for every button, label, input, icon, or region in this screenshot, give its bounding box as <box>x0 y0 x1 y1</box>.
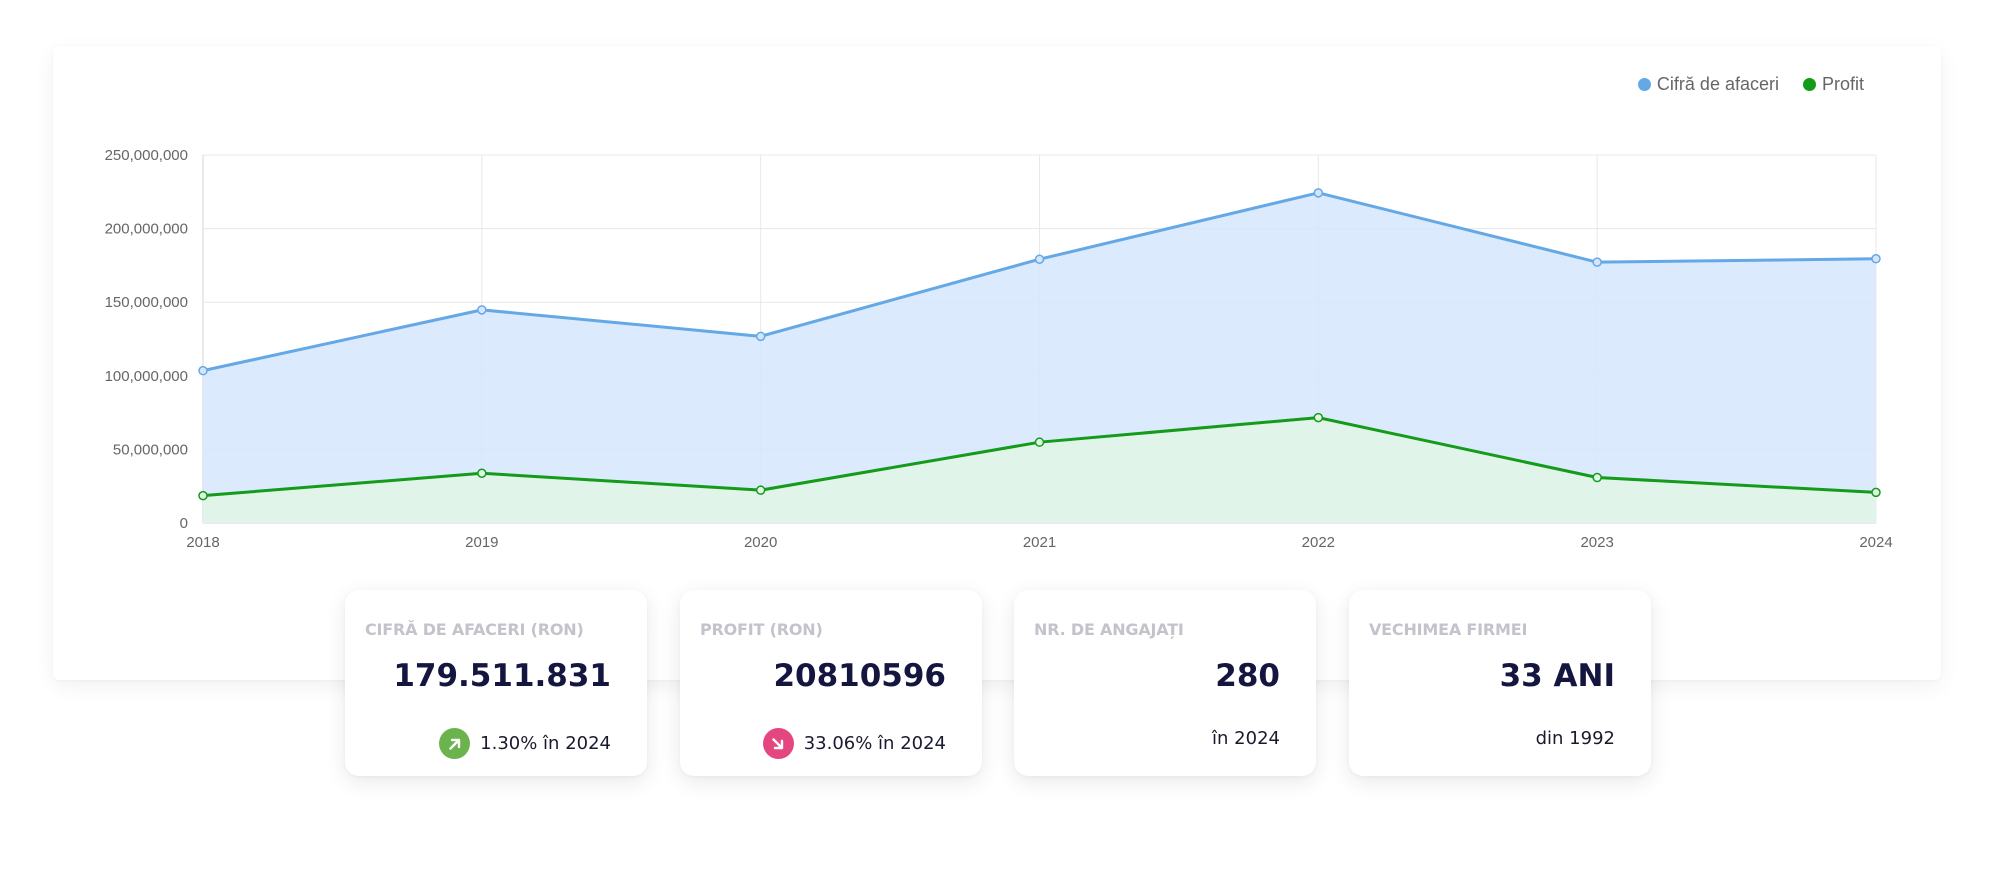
kpi-trend-text-revenue: 1.30% în 2024 <box>480 733 611 754</box>
kpi-label-company-age: VECHIMEA FIRMEI <box>1369 620 1528 639</box>
kpi-value-employees: 280 <box>1215 658 1280 694</box>
kpi-card-profit: PROFIT (RON) 20810596 33.06% în 2024 <box>680 590 982 776</box>
kpi-value-company-age: 33 ANI <box>1499 658 1615 694</box>
y-tick-label: 100,000,000 <box>105 368 188 385</box>
series-area-1 <box>203 417 1876 523</box>
data-point <box>1313 188 1324 198</box>
y-tick-label: 200,000,000 <box>105 221 188 238</box>
x-tick-label: 2021 <box>1023 534 1056 551</box>
data-point <box>198 365 208 376</box>
legend-dot-revenue <box>1637 78 1651 91</box>
kpi-card-revenue: CIFRĂ DE AFACERI (RON) 179.511.831 1.30%… <box>345 590 647 776</box>
y-tick-label: 50,000,000 <box>113 441 188 458</box>
legend-label-profit: Profit <box>1821 74 1864 94</box>
kpi-value-profit: 20810596 <box>773 658 946 694</box>
legend-item-revenue[interactable]: Cifră de afaceri <box>1637 74 1779 95</box>
kpi-card-employees: NR. DE ANGAJAȚI 280 în 2024 <box>1014 590 1316 776</box>
data-point <box>477 305 487 315</box>
series-area-0 <box>203 192 1876 524</box>
kpi-foot-text-employees: în 2024 <box>1212 728 1280 749</box>
legend-item-profit[interactable]: Profit <box>1802 74 1864 95</box>
x-tick-label: 2022 <box>1302 534 1335 551</box>
data-point <box>1592 472 1602 483</box>
arrow-up-right-icon <box>439 728 471 759</box>
legend-dot-profit <box>1802 78 1816 91</box>
data-point <box>1871 487 1881 498</box>
kpi-trend-revenue: 1.30% în 2024 <box>439 728 611 759</box>
kpi-trend-profit: 33.06% în 2024 <box>762 728 946 759</box>
data-point <box>1313 412 1324 423</box>
arrow-down-right-icon <box>762 728 794 759</box>
kpi-value-revenue: 179.511.831 <box>393 658 611 694</box>
kpi-label-revenue: CIFRĂ DE AFACERI (RON) <box>365 620 584 639</box>
kpi-label-employees: NR. DE ANGAJAȚI <box>1034 620 1184 639</box>
y-tick-label: 150,000,000 <box>105 294 188 311</box>
area-chart: 0 50,000,000 100,000,000 150,000,000 200,000… <box>105 147 1893 551</box>
kpi-label-profit: PROFIT (RON) <box>700 620 823 639</box>
data-point <box>1871 254 1881 264</box>
chart-panel: Cifră de afaceri Profit 0 50,000,000 100,0… <box>53 46 1941 680</box>
legend-label-revenue: Cifră de afaceri <box>1656 74 1779 94</box>
data-point <box>755 485 766 495</box>
x-tick-label: 2024 <box>1859 534 1892 551</box>
x-tick-label: 2020 <box>744 534 777 551</box>
data-point <box>1034 254 1045 264</box>
data-point <box>1034 437 1045 447</box>
y-tick-label: 250,000,000 <box>105 147 188 164</box>
data-point <box>477 468 487 478</box>
kpi-card-company-age: VECHIMEA FIRMEI 33 ANI din 1992 <box>1349 590 1651 776</box>
y-tick-label: 0 <box>180 515 188 532</box>
kpi-trend-text-profit: 33.06% în 2024 <box>803 733 946 754</box>
kpi-foot-text-company-age: din 1992 <box>1535 728 1615 749</box>
kpi-foot-company-age: din 1992 <box>1536 728 1615 749</box>
kpi-foot-employees: în 2024 <box>1212 728 1280 749</box>
x-tick-label: 2023 <box>1580 534 1613 551</box>
data-point <box>198 490 208 501</box>
chart-legend: Cifră de afaceri Profit <box>1637 74 1864 95</box>
data-point <box>755 331 766 342</box>
x-tick-label: 2019 <box>465 534 498 551</box>
data-point <box>1592 257 1602 267</box>
x-tick-label: 2018 <box>186 534 219 551</box>
